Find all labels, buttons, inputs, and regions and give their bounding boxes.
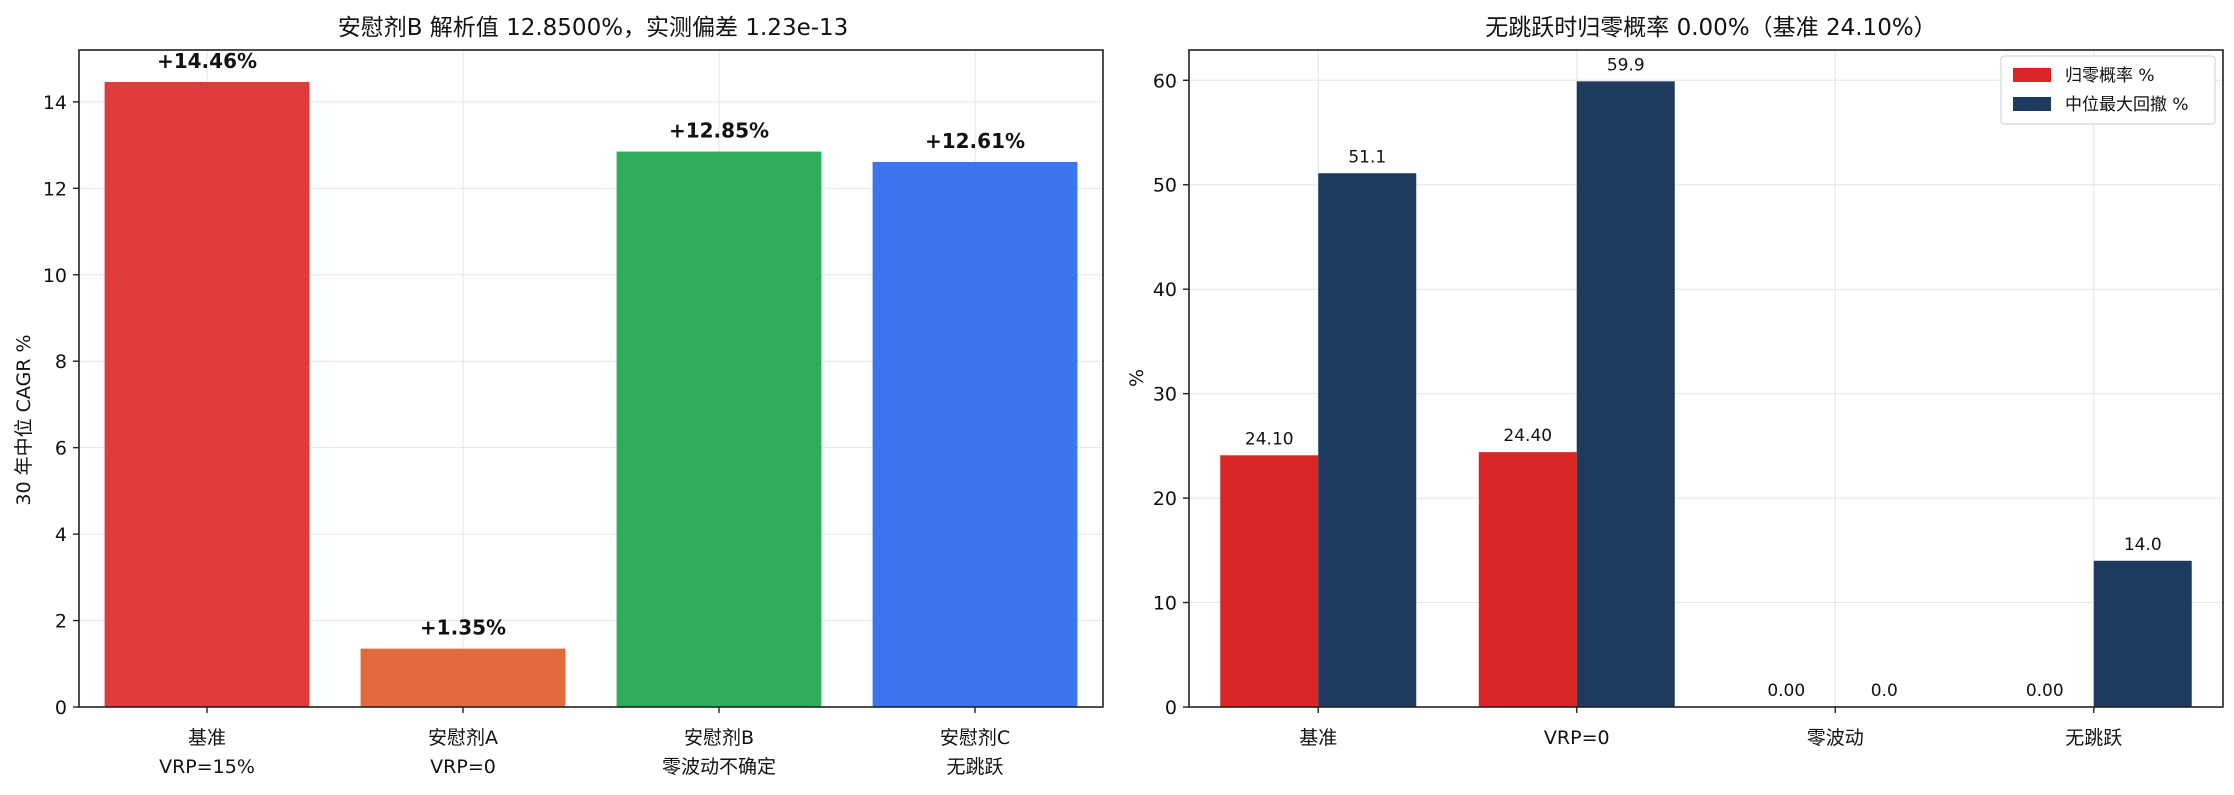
right-bar-zero-probability: [1220, 455, 1319, 707]
right-plot-frame: [1188, 49, 2224, 708]
right-y-axis-label: %: [1126, 369, 1148, 387]
right-x-ticks: 基准 VRP=0 零波动 无跳跃: [1299, 707, 2122, 749]
right-bar-median-drawdown: [1318, 173, 1417, 707]
right-y-ticks: 0 10 20 30 40 50 60: [1153, 70, 1189, 719]
left-bar-value-label: +12.61%: [925, 129, 1025, 153]
left-y-tick-label: 12: [43, 178, 67, 200]
left-bar-value-label: +14.46%: [157, 49, 257, 73]
left-y-tick-label: 4: [55, 524, 67, 546]
right-y-tick-label: 40: [1153, 279, 1177, 301]
left-x-ticks: 基准 VRP=15% 安慰剂A VRP=0 安慰剂B 零波动不确定 安慰剂C 无跳跃: [159, 707, 1010, 778]
left-bar: [360, 648, 566, 707]
right-y-tick-label: 60: [1153, 70, 1177, 92]
left-y-axis-label: 30 年中位 CAGR %: [13, 334, 35, 505]
legend: 归零概率 % 中位最大回撤 %: [2000, 55, 2216, 125]
right-x-tick-label: 基准: [1299, 727, 1337, 749]
right-y-tick-label: 50: [1153, 175, 1177, 197]
left-y-tick-label: 0: [55, 697, 67, 719]
left-bar: [872, 161, 1078, 707]
left-y-tick-label: 10: [43, 265, 67, 287]
right-x-tick-label: 无跳跃: [2065, 727, 2122, 749]
right-bar-value-label: 59.9: [1607, 55, 1645, 75]
right-y-tick-label: 30: [1153, 384, 1177, 406]
left-x-tick-label: VRP=0: [430, 756, 496, 778]
left-bar-value-label: +12.85%: [669, 119, 769, 143]
left-bar: [616, 151, 822, 707]
right-bar-value-label: 0.0: [1871, 681, 1898, 701]
right-bar-value-label: 0.00: [2026, 681, 2064, 701]
right-bar-value-label: 51.1: [1348, 147, 1386, 167]
right-bar-value-label: 0.00: [1767, 681, 1805, 701]
left-bar: [104, 81, 310, 707]
left-x-tick-label: 基准: [188, 727, 226, 749]
right-x-tick-label: VRP=0: [1544, 727, 1610, 749]
left-y-tick-label: 2: [55, 611, 67, 633]
right-y-tick-label: 0: [1165, 697, 1177, 719]
legend-box: [2000, 55, 2216, 125]
right-bar-median-drawdown: [2093, 560, 2192, 707]
right-bar-zero-probability: [1478, 452, 1577, 707]
left-y-tick-label: 14: [43, 92, 67, 114]
left-x-tick-label: 安慰剂B: [684, 727, 754, 749]
right-y-tick-label: 20: [1153, 488, 1177, 510]
legend-label-median-drawdown: 中位最大回撤 %: [2065, 95, 2189, 115]
left-chart: 安慰剂B 解析值 12.8500%，实测偏差 1.23e-13 30 年中位 C…: [13, 15, 1104, 778]
left-x-tick-label: 零波动不确定: [662, 756, 776, 778]
right-x-tick-label: 零波动: [1807, 727, 1864, 749]
left-y-tick-label: 8: [55, 351, 67, 373]
left-bar-value-label: +1.35%: [420, 616, 506, 640]
left-x-tick-label: 安慰剂A: [428, 727, 498, 749]
left-x-tick-label: 无跳跃: [946, 756, 1003, 778]
right-bar-median-drawdown: [1576, 81, 1675, 708]
left-x-tick-label: VRP=15%: [159, 756, 255, 778]
right-bar-value-label: 14.0: [2124, 535, 2162, 555]
right-data-labels: 24.10 24.40 0.00 0.00 51.1 59.9 0.0 14.0: [1245, 55, 2162, 701]
right-bar-value-label: 24.10: [1245, 429, 1294, 449]
legend-swatch-median-drawdown: [2013, 97, 2051, 111]
right-bar-value-label: 24.40: [1503, 426, 1552, 446]
right-y-tick-label: 10: [1153, 593, 1177, 615]
left-x-tick-label: 安慰剂C: [940, 727, 1010, 749]
left-bars: [104, 81, 1078, 707]
legend-label-zero-probability: 归零概率 %: [2065, 66, 2155, 86]
right-chart: 无跳跃时归零概率 0.00%（基准 24.10%） % 0 10 20 30 40 50 6…: [1126, 15, 2224, 749]
left-chart-title: 安慰剂B 解析值 12.8500%，实测偏差 1.23e-13: [338, 15, 849, 41]
left-data-labels: +14.46% +1.35% +12.85% +12.61%: [157, 49, 1025, 640]
right-bars: [1220, 81, 2192, 708]
left-y-tick-label: 6: [55, 438, 67, 460]
left-y-ticks: 0 2 4 6 8 10 12 14: [43, 92, 79, 719]
left-plot-frame: [78, 49, 1104, 708]
legend-swatch-zero-probability: [2013, 68, 2051, 82]
right-chart-title: 无跳跃时归零概率 0.00%（基准 24.10%）: [1485, 15, 1936, 41]
